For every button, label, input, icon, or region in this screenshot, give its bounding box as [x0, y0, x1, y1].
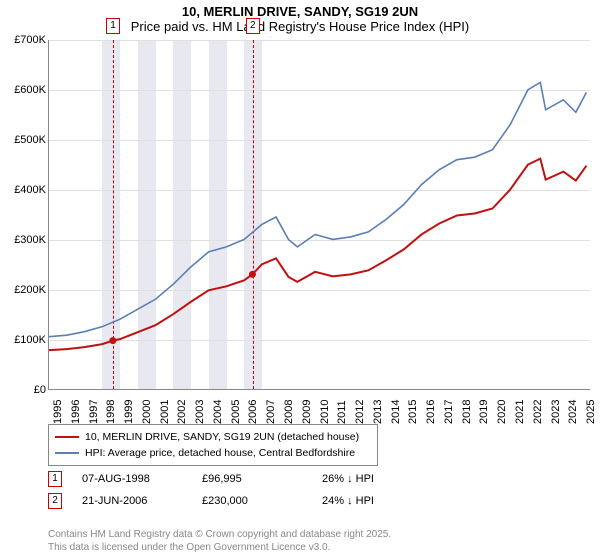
x-axis-label: 2018 — [461, 400, 473, 424]
chart-plot-area: 12 — [48, 40, 590, 390]
x-axis-label: 2005 — [230, 400, 242, 424]
x-axis-label: 2009 — [301, 400, 313, 424]
event-marker-box: 2 — [246, 18, 260, 34]
legend-item: HPI: Average price, detached house, Cent… — [55, 445, 371, 461]
x-axis-label: 2011 — [336, 400, 348, 424]
x-axis-label: 2025 — [585, 400, 597, 424]
x-axis-label: 2007 — [265, 400, 277, 424]
footer-line: This data is licensed under the Open Gov… — [48, 541, 391, 554]
x-axis-label: 1999 — [123, 400, 135, 424]
event-price: £96,995 — [202, 473, 302, 485]
x-axis-label: 2017 — [443, 400, 455, 424]
y-axis-label: £0 — [34, 384, 46, 396]
chart-lines — [49, 40, 590, 389]
x-axis-label: 2006 — [247, 400, 259, 424]
x-axis-label: 2014 — [390, 400, 402, 424]
legend-swatch — [55, 452, 79, 454]
event-date: 21-JUN-2006 — [82, 495, 182, 507]
y-axis-label: £300K — [14, 234, 46, 246]
y-axis-label: £600K — [14, 84, 46, 96]
x-axis-label: 1996 — [70, 400, 82, 424]
event-delta: 24% ↓ HPI — [322, 495, 374, 507]
x-axis-label: 2013 — [372, 400, 384, 424]
event-marker-box: 1 — [106, 18, 120, 34]
x-axis-label: 1995 — [52, 400, 64, 424]
y-axis-label: £400K — [14, 184, 46, 196]
footer-line: Contains HM Land Registry data © Crown c… — [48, 528, 391, 541]
legend-item: 10, MERLIN DRIVE, SANDY, SG19 2UN (detac… — [55, 429, 371, 445]
x-axis-label: 2023 — [550, 400, 562, 424]
footer-attribution: Contains HM Land Registry data © Crown c… — [48, 528, 391, 554]
y-axis-label: £700K — [14, 34, 46, 46]
x-axis-label: 2021 — [514, 400, 526, 424]
event-marker-dot — [249, 271, 256, 278]
event-row: 2 21-JUN-2006 £230,000 24% ↓ HPI — [48, 490, 374, 512]
chart-series-line — [49, 159, 586, 350]
chart-title-subtitle: Price paid vs. HM Land Registry's House … — [0, 19, 600, 34]
y-axis-label: £100K — [14, 334, 46, 346]
legend-label: HPI: Average price, detached house, Cent… — [85, 447, 355, 459]
x-axis-label: 2001 — [159, 400, 171, 424]
x-axis-label: 2010 — [319, 400, 331, 424]
chart-title-address: 10, MERLIN DRIVE, SANDY, SG19 2UN — [0, 4, 600, 19]
x-axis-label: 2024 — [567, 400, 579, 424]
x-axis-label: 2015 — [407, 400, 419, 424]
chart-legend: 10, MERLIN DRIVE, SANDY, SG19 2UN (detac… — [48, 424, 378, 466]
x-axis-label: 2004 — [212, 400, 224, 424]
legend-label: 10, MERLIN DRIVE, SANDY, SG19 2UN (detac… — [85, 431, 359, 443]
event-marker-icon: 1 — [48, 471, 62, 487]
legend-swatch — [55, 436, 79, 438]
x-axis-label: 2012 — [354, 400, 366, 424]
x-axis-label: 2019 — [478, 400, 490, 424]
event-row: 1 07-AUG-1998 £96,995 26% ↓ HPI — [48, 468, 374, 490]
event-date: 07-AUG-1998 — [82, 473, 182, 485]
event-marker-icon: 2 — [48, 493, 62, 509]
event-marker-dot — [109, 337, 116, 344]
event-table: 1 07-AUG-1998 £96,995 26% ↓ HPI 2 21-JUN… — [48, 468, 374, 512]
x-axis-label: 2000 — [141, 400, 153, 424]
y-axis-label: £200K — [14, 284, 46, 296]
y-axis-label: £500K — [14, 134, 46, 146]
x-axis-label: 2008 — [283, 400, 295, 424]
x-axis-label: 2002 — [176, 400, 188, 424]
event-price: £230,000 — [202, 495, 302, 507]
x-axis-label: 2016 — [425, 400, 437, 424]
x-axis-label: 2022 — [532, 400, 544, 424]
x-axis-label: 2020 — [496, 400, 508, 424]
x-axis-label: 2003 — [194, 400, 206, 424]
x-axis-label: 1997 — [88, 400, 100, 424]
chart-series-line — [49, 82, 586, 336]
x-axis-label: 1998 — [105, 400, 117, 424]
event-delta: 26% ↓ HPI — [322, 473, 374, 485]
